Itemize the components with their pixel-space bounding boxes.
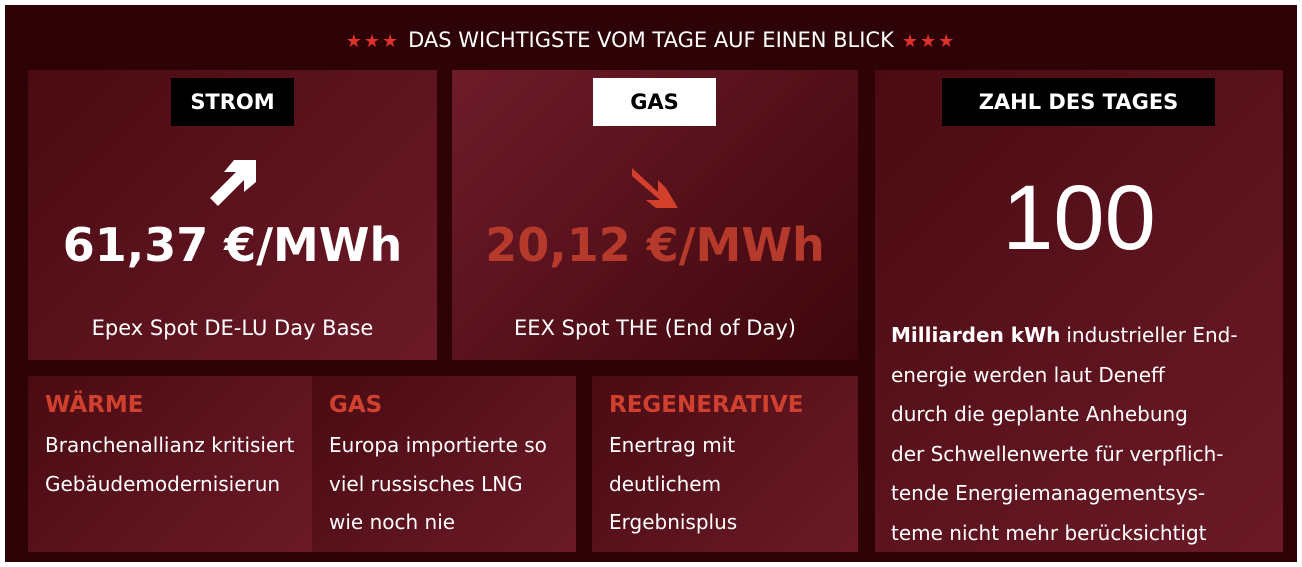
news-card: GAS Europa importierte so viel russische… xyxy=(312,376,576,552)
text: der Schwellenwerte für verpflich- xyxy=(891,441,1224,466)
card-label: STROM xyxy=(171,78,294,126)
news-category: GAS xyxy=(329,392,383,418)
stars: ★★★ xyxy=(901,31,957,52)
text-line: energie werden laut Deneff xyxy=(891,356,1281,396)
news-card: REGENERATIVE Enertrag mit deutlichem Erg… xyxy=(592,376,858,552)
text: industrieller End- xyxy=(1066,323,1238,347)
number-text: Milliarden kWh industrieller End-energie … xyxy=(891,316,1281,553)
header-title: DAS WICHTIGSTE VOM TAGE AUF EINEN BLICK xyxy=(408,28,894,52)
text-line: Milliarden kWh industrieller End- xyxy=(891,316,1281,356)
strom-card: STROM 61,37 €/MWh Epex Spot DE-LU Day Ba… xyxy=(28,70,437,360)
arrow-up xyxy=(210,160,256,206)
card-label: ZAHL DES TAGES xyxy=(942,78,1215,126)
price-value: 20,12 €/MWh xyxy=(485,218,825,272)
header: ★★★ DAS WICHTIGSTE VOM TAGE AUF EINEN BLI… xyxy=(0,28,1302,52)
text-line: tende Energiemanagementsys- xyxy=(891,474,1281,514)
text: teme nicht mehr berücksichtigt xyxy=(891,520,1207,545)
news-category: WÄRME xyxy=(45,392,144,418)
news-category: REGENERATIVE xyxy=(609,392,804,418)
text: durch die geplante Anhebung xyxy=(891,402,1188,426)
stars: ★★★ xyxy=(345,31,401,52)
text: tende Energiemanagementsys- xyxy=(891,481,1206,505)
text-line: durch die geplante Anhebung xyxy=(891,395,1281,435)
arrow-down xyxy=(632,168,678,208)
news-headline: Branchenallianz kritisiert Gebäudemodern… xyxy=(45,433,295,496)
text-line: teme nicht mehr berücksichtigt xyxy=(891,514,1281,554)
text: energie werden laut Deneff xyxy=(891,362,1165,387)
news-headline: Europa importierte so viel russisches LN… xyxy=(329,433,547,534)
price-source: EEX Spot THE (End of Day) xyxy=(514,316,796,340)
number-card: ZAHL DES TAGES 100 Milliarden kWh industr… xyxy=(875,70,1283,552)
highlight: Milliarden kWh xyxy=(891,323,1061,347)
number-value: 100 xyxy=(1002,167,1156,269)
news-headline: Enertrag mit deutlichem Ergebnisplus xyxy=(609,433,738,534)
news-card: WÄRME Branchenallianz kritisiert Gebäude… xyxy=(28,376,312,552)
price-source: Epex Spot DE-LU Day Base xyxy=(91,316,374,340)
gas-card: GAS 20,12 €/MWh EEX Spot THE (End of Day… xyxy=(452,70,858,360)
text-line: der Schwellenwerte für verpflich- xyxy=(891,435,1281,475)
price-value: 61,37 €/MWh xyxy=(62,218,403,272)
card-label: GAS xyxy=(593,78,716,126)
